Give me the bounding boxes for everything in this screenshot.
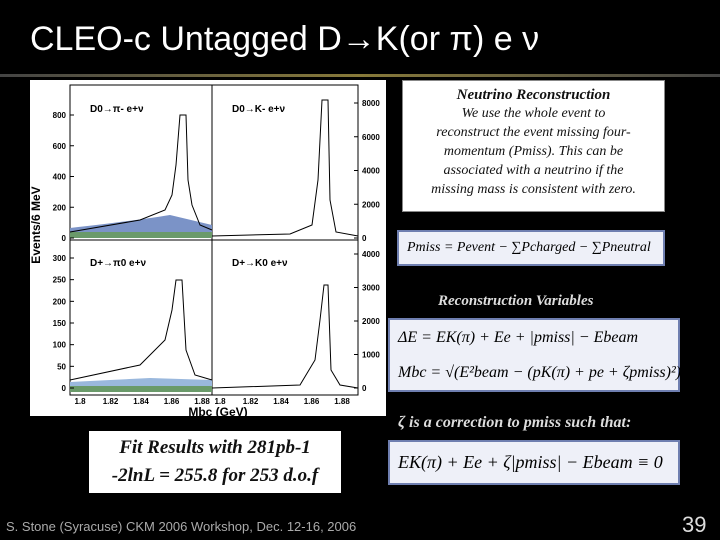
y-tick-label: 0 (62, 234, 67, 243)
section-heading: Reconstruction Variables (438, 293, 594, 310)
y-tick-label: 600 (53, 142, 67, 151)
y-tick-label: 2000 (362, 317, 380, 326)
panel-label: D0→π- e+ν (90, 104, 144, 115)
box-heading: Neutrino Reconstruction (456, 87, 611, 103)
histogram (211, 284, 359, 389)
y-axis-label: Events/6 MeV (30, 186, 43, 263)
y-tick-label: 4000 (362, 167, 380, 176)
y-tick-label: 150 (53, 319, 67, 328)
pmiss-formula: Pmiss = Pevent − ∑Pcharged − ∑Pneutral (397, 230, 665, 266)
variables-formulas: ΔE = EK(π) + Ee + |pmiss| − Ebeam Mbc = … (388, 318, 682, 392)
formula: Mbc = √(E²beam − (pK(π) + pe + ζpmiss)²) (398, 363, 682, 381)
histogram-figure: 8006004002000300250200150100500800060004… (30, 80, 386, 416)
x-tick-label: 1.88 (194, 397, 210, 406)
y-tick-label: 400 (53, 173, 67, 182)
y-tick-label: 2000 (362, 200, 380, 209)
zeta-formula: EK(π) + Ee + ζ|pmiss| − Ebeam ≡ 0 (388, 440, 680, 485)
panel-label: D+→K0 e+ν (232, 258, 288, 269)
box-line: reconstruct the event missing four- (436, 125, 631, 140)
fit-line: Fit Results with 281pb-1 (119, 437, 311, 458)
y-tick-label: 100 (53, 341, 67, 350)
title-rule (0, 74, 720, 77)
x-tick-label: 1.84 (133, 397, 149, 406)
y-tick-label: 300 (53, 254, 67, 263)
x-tick-label: 1.8 (74, 397, 86, 406)
y-tick-label: 4000 (362, 250, 380, 259)
figure-bg (30, 80, 386, 416)
box-line: momentum (Pmiss). This can be (443, 144, 624, 159)
histogram (69, 279, 213, 381)
zeta-note: ζ is a correction to pmiss such that: (398, 414, 632, 431)
neutrino-box: Neutrino Reconstruction We use the whole… (402, 80, 665, 212)
x-tick-label: 1.88 (334, 397, 350, 406)
fit-line: -2lnL = 255.8 for 253 d.o.f (111, 465, 319, 486)
x-tick-label: 1.8 (214, 397, 226, 406)
y-tick-label: 800 (53, 111, 67, 120)
heading-text: Reconstruction Variables (438, 293, 594, 309)
x-tick-label: 1.82 (103, 397, 119, 406)
y-tick-label: 8000 (362, 99, 380, 108)
x-tick-label: 1.84 (273, 397, 289, 406)
y-tick-label: 250 (53, 276, 67, 285)
background-band (70, 232, 212, 238)
slide-title: CLEO-c Untagged D→K(or π) e ν (30, 20, 540, 58)
y-tick-label: 6000 (362, 133, 380, 142)
y-tick-label: 0 (362, 234, 367, 243)
formula: ΔE = EK(π) + Ee + |pmiss| − Ebeam (398, 328, 639, 346)
histogram (69, 114, 213, 233)
box-line: We use the whole event to (461, 106, 606, 121)
histogram (211, 99, 359, 237)
footer: S. Stone (Syracuse) CKM 2006 Workshop, D… (6, 519, 357, 534)
box-line: missing mass is consistent with zero. (431, 182, 636, 197)
fit-results-box: Fit Results with 281pb-1 -2lnL = 255.8 f… (88, 430, 342, 494)
box-body: We use the whole event to reconstruct the… (403, 104, 664, 199)
y-tick-label: 200 (53, 203, 67, 212)
panel-label: D+→π0 e+ν (90, 258, 146, 269)
panel-label: D0→K- e+ν (232, 104, 286, 115)
box-line: associated with a neutrino if the (443, 163, 624, 178)
y-tick-label: 0 (362, 384, 367, 393)
page-number: 39 (682, 512, 707, 537)
x-tick-label: 1.86 (304, 397, 320, 406)
y-tick-label: 3000 (362, 284, 380, 293)
x-axis-label: Mbc (GeV) (188, 405, 247, 416)
y-tick-label: 200 (53, 297, 67, 306)
x-tick-label: 1.86 (164, 397, 180, 406)
x-tick-label: 1.82 (243, 397, 259, 406)
y-tick-label: 1000 (362, 351, 380, 360)
y-tick-label: 50 (57, 362, 66, 371)
background-band (70, 386, 212, 392)
y-tick-label: 0 (62, 384, 67, 393)
